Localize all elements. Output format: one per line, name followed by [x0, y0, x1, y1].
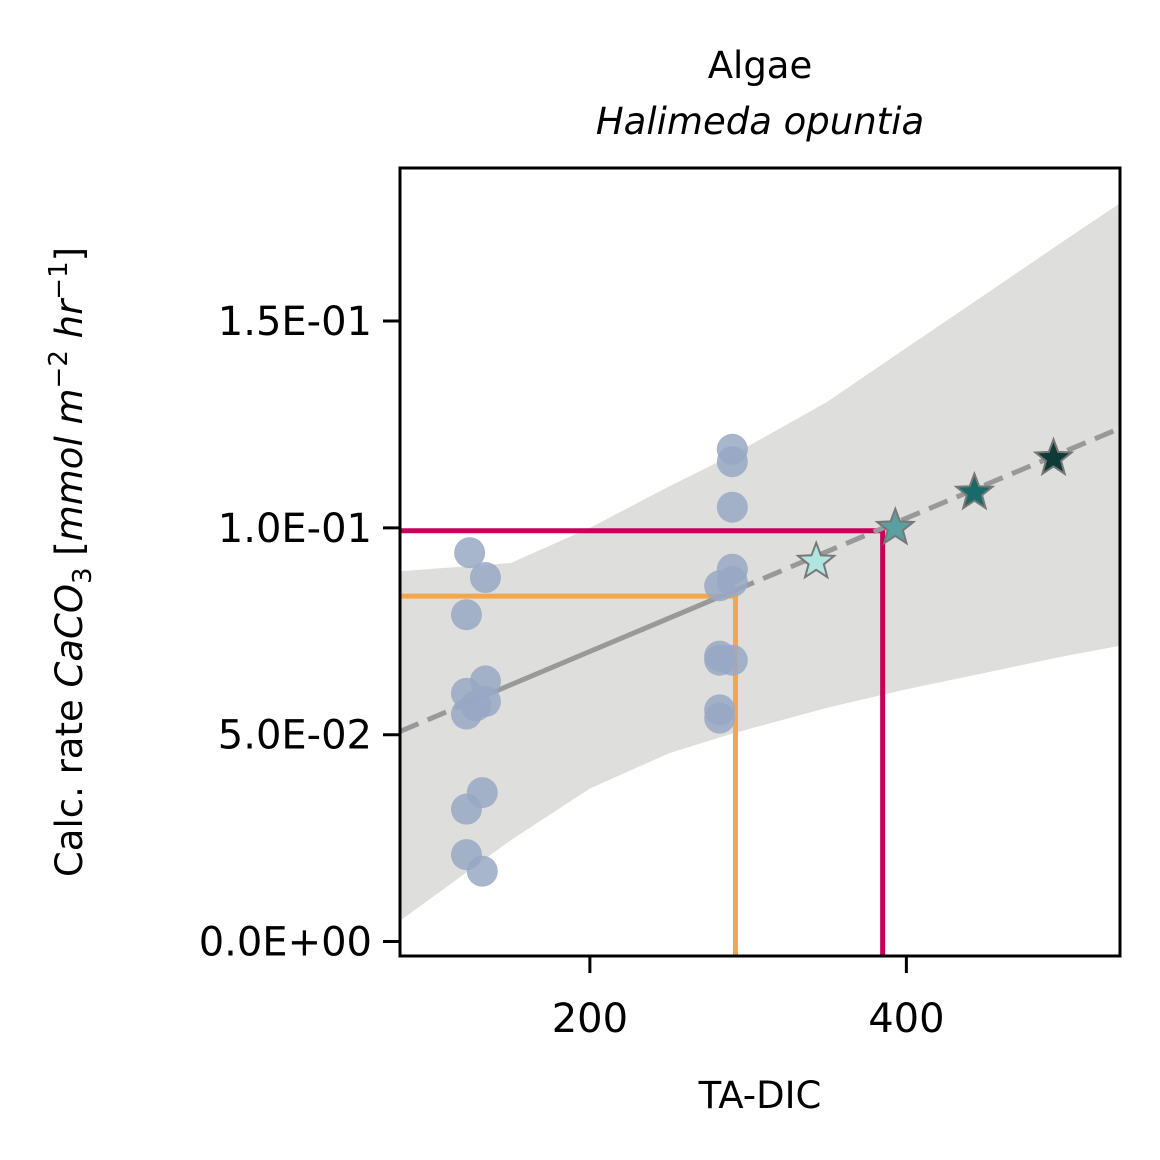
observation-point: [716, 491, 748, 523]
scenario-star-3: [953, 470, 996, 511]
y-tick-label: 5.0E-02: [218, 713, 372, 759]
y-label-bracket-open: [: [48, 541, 91, 567]
scenario-star-1: [795, 539, 837, 580]
observation-point: [450, 698, 482, 730]
y-label-unit-b-sup: −1: [44, 261, 74, 299]
observation-points: [450, 433, 748, 887]
observation-point: [716, 446, 748, 478]
observation-point: [454, 537, 486, 569]
x-axis-ticks: 200 400: [552, 956, 945, 1042]
observation-point: [716, 644, 748, 676]
x-tick-label: 400: [868, 996, 944, 1042]
observation-point: [450, 793, 482, 825]
scenario-stars: [795, 436, 1075, 580]
y-label-species: CaCO: [48, 584, 91, 687]
y-label-unit-a-sup: −2: [44, 350, 74, 388]
chart-subtitle: Halimeda opuntia: [596, 100, 924, 143]
y-axis-ticks: 0.0E+00 5.0E-02 1.0E-01 1.5E-01: [199, 299, 400, 966]
y-label-prefix: Calc. rate: [48, 687, 91, 877]
plot-area: [400, 203, 1120, 956]
scenario-star-4: [1032, 436, 1075, 477]
observation-point: [704, 702, 736, 734]
y-axis-label: Calc. rate CaCO3 [mmol m−2 hr−1]: [44, 247, 98, 877]
y-label-unit-b: hr: [48, 297, 91, 350]
observation-point: [469, 562, 501, 594]
observation-point: [466, 855, 498, 887]
regression-solid-segment: [470, 587, 737, 704]
observation-point: [450, 599, 482, 631]
scenario-star-2: [874, 506, 917, 546]
confidence-band: [400, 203, 1120, 921]
observation-point: [704, 570, 736, 602]
x-axis-label: TA-DIC: [698, 1074, 822, 1117]
plot-frame: [398, 166, 1122, 958]
y-tick-label: 0.0E+00: [199, 920, 372, 966]
y-tick-label: 1.0E-01: [218, 506, 372, 552]
y-label-bracket-close: ]: [48, 247, 91, 261]
x-tick-label: 200: [552, 996, 628, 1042]
y-tick-label: 1.5E-01: [218, 299, 372, 345]
chart-title: Algae: [708, 44, 813, 87]
y-label-unit-a: mmol m: [48, 388, 91, 541]
y-label-species-sub: 3: [68, 567, 98, 584]
